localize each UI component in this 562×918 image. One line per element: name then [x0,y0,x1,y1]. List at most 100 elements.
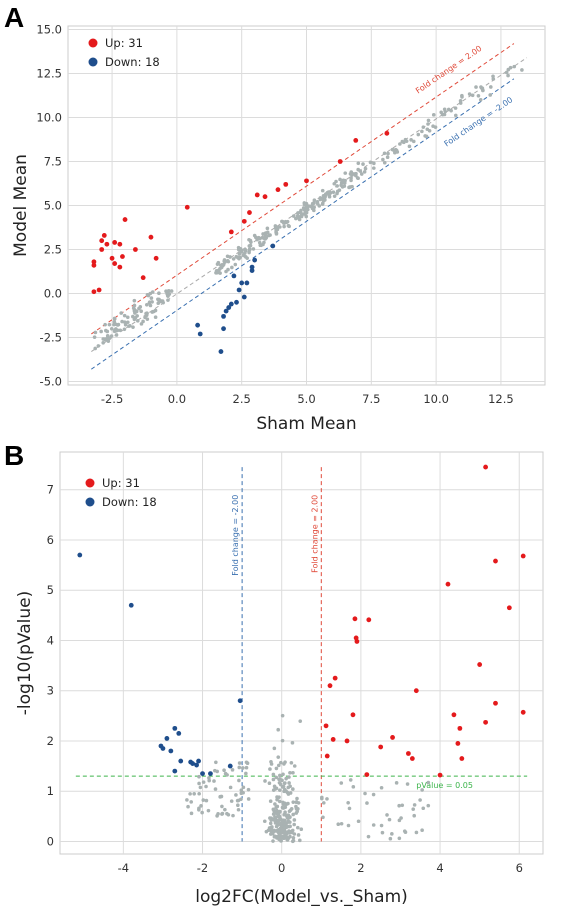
nonsignificant-point [363,791,367,796]
nonsignificant-point [359,172,364,176]
nonsignificant-point [241,785,246,790]
nonsignificant-point [299,827,304,832]
nonsignificant-point [506,73,510,78]
nonsignificant-point [126,320,130,325]
nonsignificant-point [397,836,402,841]
nonsignificant-point [192,792,196,796]
plot-area [59,451,544,855]
y-tick-label: 5.0 [44,199,62,213]
nonsignificant-point [213,787,218,791]
pvalue-label: pValue = 0.05 [416,781,473,790]
nonsignificant-point [284,813,289,818]
legend-marker [88,57,98,67]
y-tick-label: -5.0 [40,374,62,388]
nonsignificant-point [351,785,356,789]
up-point [91,259,97,265]
nonsignificant-point [122,313,127,318]
nonsignificant-point [118,328,123,333]
nonsignificant-point [476,93,481,98]
up-point [96,287,102,293]
nonsignificant-point [321,801,326,805]
nonsignificant-point [388,836,393,841]
nonsignificant-point [347,806,352,811]
nonsignificant-point [218,794,223,799]
nonsignificant-point [380,830,385,835]
y-tick-label: 5 [47,583,54,597]
nonsignificant-point [426,122,430,126]
nonsignificant-point [479,85,483,89]
nonsignificant-point [318,196,323,200]
nonsignificant-point [301,206,306,210]
up-point [451,712,457,718]
down-point [221,313,226,319]
nonsignificant-point [339,781,344,785]
nonsignificant-point [295,809,299,814]
nonsignificant-point [237,765,242,770]
nonsignificant-point [153,308,158,313]
nonsignificant-point [241,790,245,795]
panel-a: A -2.5 0.0 2.5 5.0 7.5 10.0 12.5 -5.0 -2.5 0.0 2.5… [0,0,562,440]
up-point [413,688,419,694]
nonsignificant-point [292,822,296,827]
nonsignificant-point [273,787,277,791]
chart-b: -4 -2 0 2 4 6 0 1 2 3 4 5 6 7 log2FC(Model_vs._Sham) -l… [15,451,544,907]
down-point [237,698,243,704]
nonsignificant-point [302,202,307,207]
up-point [344,738,350,744]
up-point [304,178,309,184]
nonsignificant-point [244,760,249,765]
nonsignificant-point [412,803,417,807]
nonsignificant-point [265,230,270,235]
up-point [91,262,97,268]
nonsignificant-point [200,810,204,815]
nonsignificant-point [189,811,194,816]
nonsignificant-point [288,820,292,824]
up-point [483,719,488,725]
nonsignificant-point [491,74,495,79]
nonsignificant-point [420,828,424,833]
nonsignificant-point [371,823,376,827]
nonsignificant-point [276,763,281,768]
nonsignificant-point [334,179,338,184]
nonsignificant-point [223,771,228,776]
legend-entry: Up: 31 [102,476,140,490]
nonsignificant-point [310,205,315,209]
panel-a-label: A [4,2,25,33]
nonsignificant-point [291,812,295,817]
up-point [493,558,498,564]
nonsignificant-point [282,762,286,766]
nonsignificant-point [119,311,124,315]
legend-entry: Down: 18 [105,55,160,69]
nonsignificant-point [356,819,361,824]
nonsignificant-point [379,785,384,790]
up-point [352,616,358,622]
nonsignificant-point [312,201,316,205]
nonsignificant-point [199,804,203,808]
nonsignificant-point [141,319,145,324]
nonsignificant-point [271,807,276,812]
up-point [364,772,370,778]
nonsignificant-point [247,244,252,248]
up-point [378,744,384,750]
down-point [168,748,174,754]
nonsignificant-point [277,777,281,782]
nonsignificant-point [263,779,267,783]
down-point [160,746,166,751]
up-point [520,709,526,715]
nonsignificant-point [274,775,279,780]
nonsignificant-point [277,809,282,814]
up-point [459,756,465,761]
up-point [477,662,483,667]
nonsignificant-point [386,151,390,156]
y-tick-label: 2 [47,734,54,748]
nonsignificant-point [366,834,371,839]
nonsignificant-point [284,789,288,793]
nonsignificant-point [197,807,201,812]
nonsignificant-point [271,831,275,836]
x-axis-label: Sham Mean [256,414,356,434]
chart-a: -2.5 0.0 2.5 5.0 7.5 10.0 12.5 -5.0 -2.5 0.0 2.5 5.… [11,23,546,434]
nonsignificant-point [416,132,421,137]
x-tick-label: 5.0 [297,392,315,406]
nonsignificant-point [157,291,161,296]
nonsignificant-point [284,220,289,225]
